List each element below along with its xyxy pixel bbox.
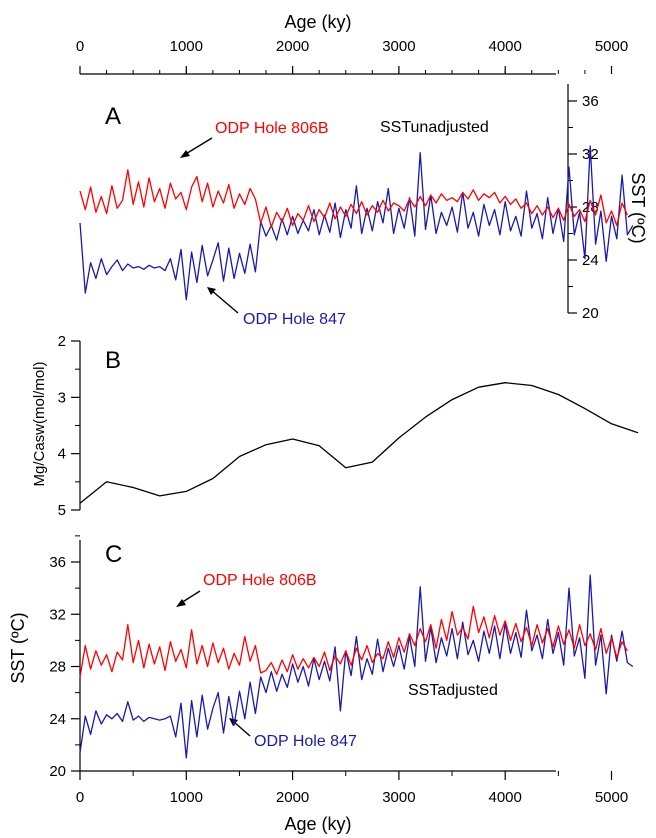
- panel-a-right-tick-label: 36: [582, 93, 599, 110]
- panel-c-bottom-axis: 0 1000 2000 3000 4000 5000: [76, 770, 628, 806]
- panel-a-series-odp-847-line: [79, 145, 634, 301]
- panel-a-top-tick-label: 0: [76, 38, 84, 55]
- panel-b-y-axis-title: Mg/Casw(mol/mol): [31, 361, 48, 486]
- panel-c-series: [79, 574, 634, 759]
- panel-a-top-tick-label: 5000: [595, 38, 628, 55]
- panel-c-806b-annotation: ODP Hole 806B: [203, 572, 317, 589]
- panel-c-sst-adjusted-label: SSTadjusted: [408, 682, 498, 699]
- panel-a-806b-arrow: [183, 137, 213, 156]
- panel-c-left-tick-label: 28: [49, 659, 66, 676]
- panel-c-bottom-tick-label: 4000: [489, 789, 522, 806]
- panel-c-bottom-tick-label: 5000: [595, 789, 628, 806]
- panel-a-right-tick-label: 24: [582, 252, 599, 269]
- panel-c-series-odp-806b-line: [79, 605, 628, 678]
- panel-a-top-tick-label: 4000: [489, 38, 522, 55]
- panel-a-top-axis: 0 1000 2000 3000 4000 5000: [76, 38, 628, 75]
- panel-c-y-axis-title: SST (ºC): [8, 612, 28, 683]
- panel-b-left-tick-label: 4: [58, 446, 66, 463]
- panel-a-top-tick-label: 2000: [276, 38, 309, 55]
- panel-a-sst-unadjusted-label: SSTunadjusted: [380, 119, 489, 136]
- panel-a-847-arrow: [210, 289, 239, 314]
- panel-c-847-arrow: [233, 721, 251, 737]
- panel-a: Age (ky) 0 1000 2000 3000 4000 5000 202428323…: [76, 12, 648, 328]
- panel-a-top-tick-label: 1000: [170, 38, 203, 55]
- panel-c-left-tick-label: 32: [49, 606, 66, 623]
- panel-a-letter: A: [105, 103, 121, 130]
- panel-c-bottom-tick-label: 0: [76, 789, 84, 806]
- panel-b-left-tick-label: 3: [58, 389, 66, 406]
- panel-b: 2 3 4 5 Mg/Casw(mol/mol) B: [31, 333, 639, 519]
- panel-c-bottom-tick-label: 1000: [170, 789, 203, 806]
- panel-a-series-odp-806b-line: [79, 169, 628, 228]
- panel-c-series-odp-847-line: [79, 574, 634, 759]
- panel-c-left-tick-label: 24: [49, 711, 66, 728]
- panel-c-847-annotation: ODP Hole 847: [254, 733, 357, 750]
- panel-b-left-tick-label: 2: [58, 333, 66, 350]
- panel-a-y-axis-title: SST (ºC): [628, 172, 648, 243]
- panel-b-left-tick-label: 5: [58, 502, 66, 519]
- panel-c-bottom-tick-label: 2000: [276, 789, 309, 806]
- panel-a-847-annotation: ODP Hole 847: [243, 311, 346, 328]
- panel-c-x-axis-title: Age (ky): [284, 814, 351, 834]
- panel-a-top-tick-label: 3000: [382, 38, 415, 55]
- panel-c-bottom-tick-label: 3000: [382, 789, 415, 806]
- panel-b-letter: B: [105, 347, 121, 374]
- panel-c-left-tick-label: 20: [49, 763, 66, 780]
- panel-a-right-tick-label: 20: [582, 305, 599, 322]
- panel-c-left-axis: 20 24 28 32 36: [49, 535, 81, 780]
- panel-b-series: [79, 382, 639, 504]
- panel-b-mg-ca-line: [79, 382, 639, 504]
- panel-c-letter: C: [105, 541, 122, 568]
- panel-c-806b-arrow: [180, 590, 201, 604]
- panel-a-847-arrowhead: [207, 287, 216, 295]
- panel-a-top-axis-title: Age (ky): [284, 12, 351, 32]
- panel-a-series: [79, 145, 634, 301]
- panel-c: 20 24 28 32 36 0 1000 2000 3000 4000 5000 Age (ky…: [8, 535, 634, 834]
- panel-a-806b-annotation: ODP Hole 806B: [215, 120, 329, 137]
- panel-c-806b-arrowhead: [176, 599, 186, 607]
- panel-b-left-axis: 2 3 4 5: [58, 333, 81, 519]
- panel-c-left-tick-label: 36: [49, 554, 66, 571]
- panel-a-806b-arrowhead: [180, 150, 190, 158]
